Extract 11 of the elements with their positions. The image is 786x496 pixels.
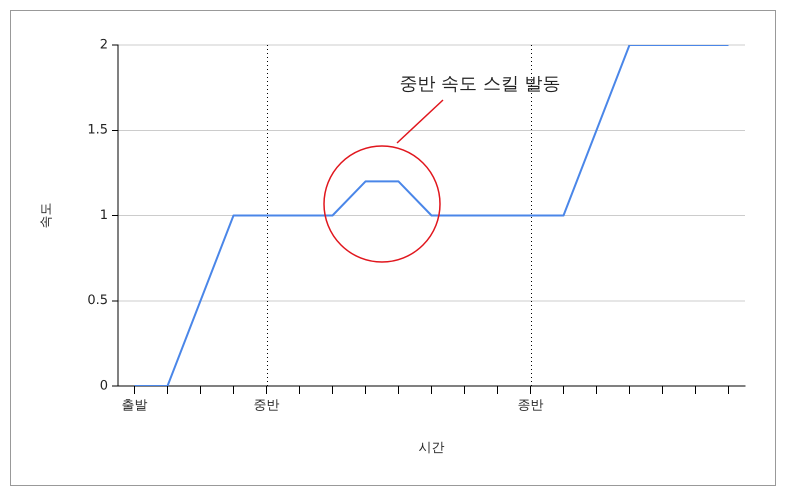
y-axis-title: 속도 (39, 202, 54, 228)
x-tick-label: 종반 (518, 398, 544, 414)
x-tick-label: 출발 (122, 398, 148, 414)
y-tick-label: 2 (100, 37, 108, 52)
y-tick-label: 1.5 (87, 122, 108, 138)
annotation: 중반 속도 스킬 발동 (399, 74, 561, 95)
y-tick-label: 1 (100, 208, 108, 223)
y-tick-label: 0.5 (87, 293, 108, 308)
x-axis-title: 시간 (418, 440, 444, 456)
y-tick-label: 0 (100, 378, 108, 394)
x-tick-label: 중반 (254, 398, 280, 414)
